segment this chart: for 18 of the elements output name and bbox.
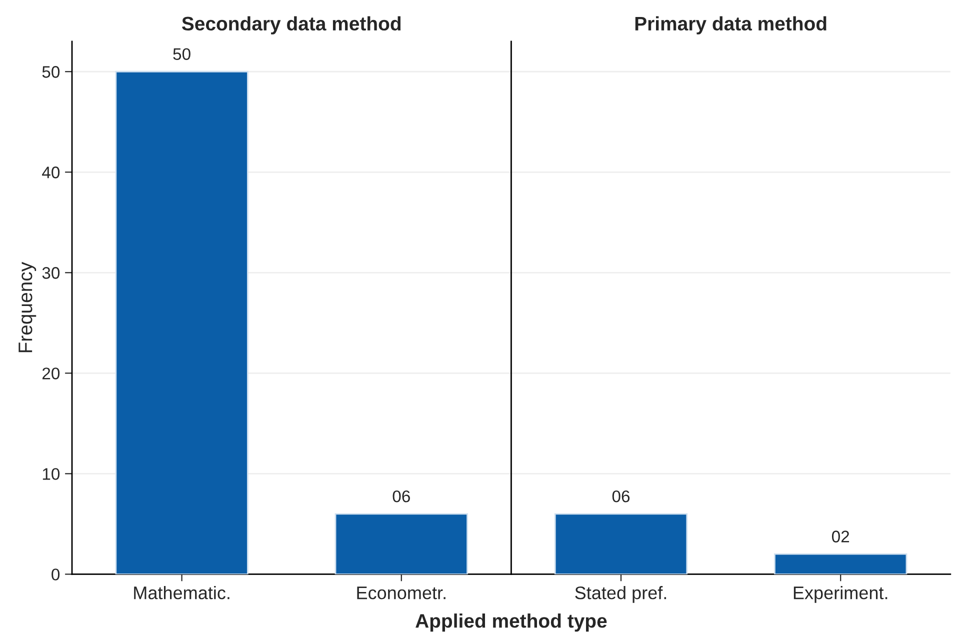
x-tick-label: Experiment.	[794, 586, 888, 603]
chart-title: Primary data method	[635, 16, 826, 34]
y-tick-label: 50	[42, 66, 60, 78]
y-tick-label: 20	[42, 368, 60, 380]
data-label: 02	[832, 530, 850, 542]
data-label: 50	[173, 48, 190, 60]
y-tick-label: 40	[42, 166, 60, 178]
chart-title: Secondary data method	[182, 16, 401, 34]
y-axis-title: Frequency	[18, 262, 36, 352]
data-label: 06	[612, 490, 630, 502]
x-axis-title: Applied method type	[416, 613, 607, 632]
x-tick-label: Mathematic.	[134, 586, 230, 600]
y-tick-label: 0	[52, 568, 60, 580]
y-tick-label: 30	[42, 267, 60, 279]
x-tick-label: Econometr.	[357, 586, 446, 600]
x-tick-label: Stated pref.	[575, 586, 666, 603]
y-tick-label: 10	[42, 468, 60, 480]
data-label: 06	[392, 490, 410, 502]
